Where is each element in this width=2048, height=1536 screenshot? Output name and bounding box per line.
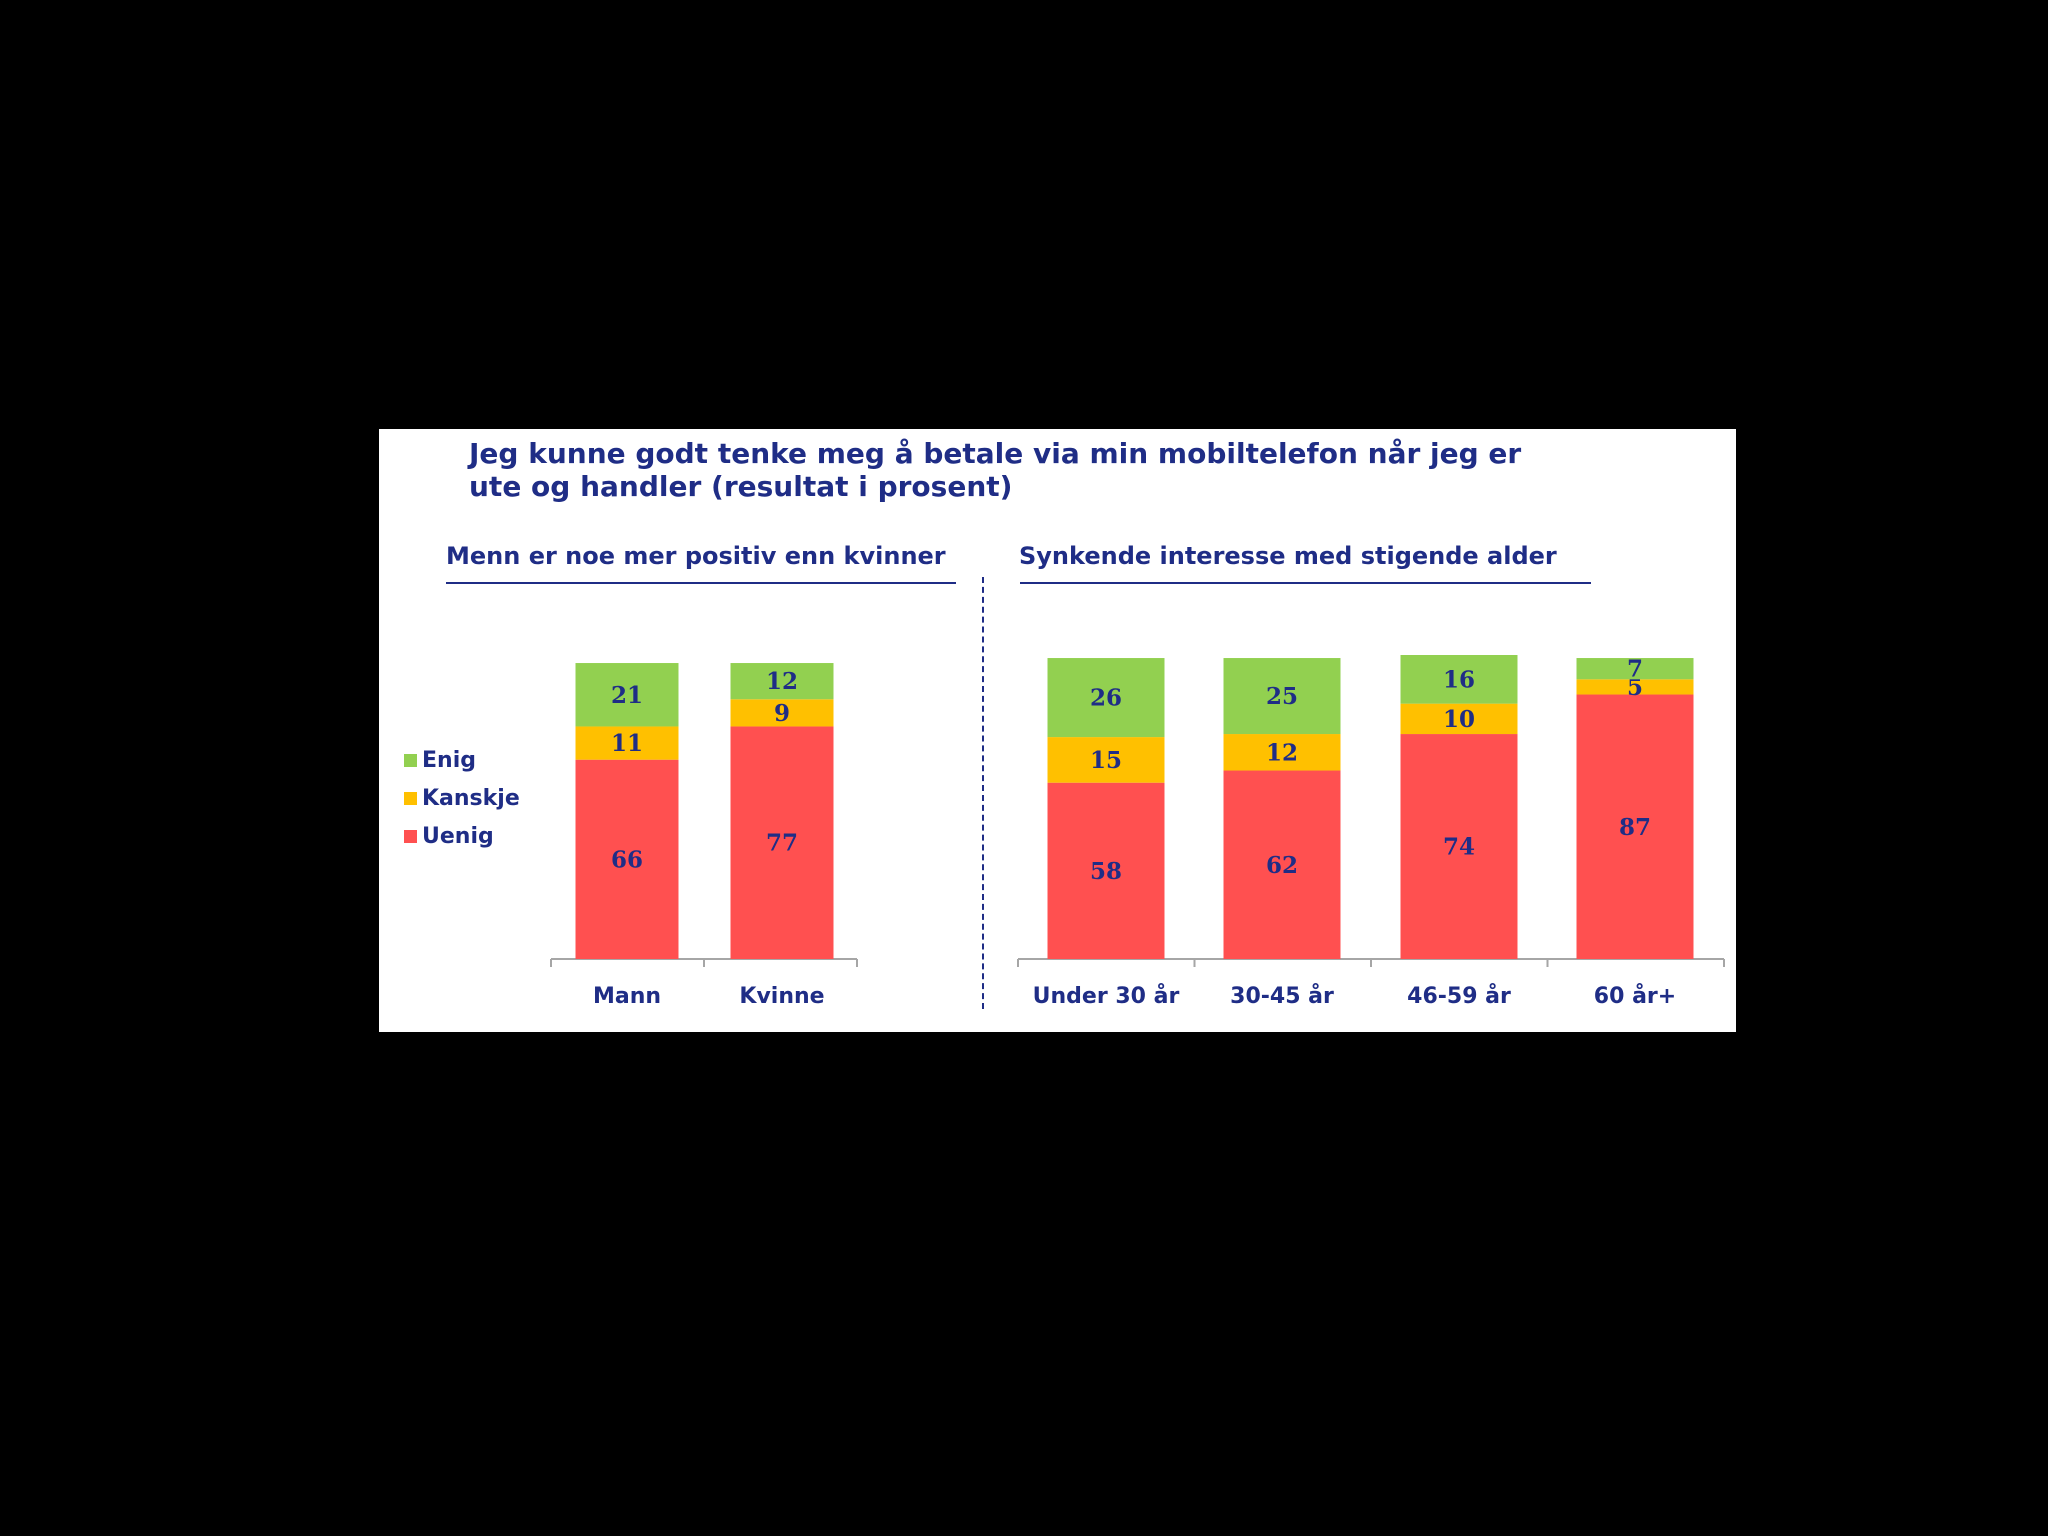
data-label-uenig-kvinne: 77 [766,830,798,857]
data-label-kanskje-30-45-r: 12 [1266,739,1298,766]
data-label-enig-kvinne: 12 [766,668,798,695]
data-label-uenig-mann: 66 [611,846,643,873]
bar-segment-kanskje-30-45-r [1223,734,1341,771]
legend-swatch-uenig [404,829,417,843]
bar-segment-enig-under-30-r [1047,658,1165,738]
bar-segment-uenig-60-r [1576,694,1694,959]
legend-swatch-kanskje [404,791,417,805]
legend-label-kanskje: Kanskje [422,785,520,811]
bar-segment-uenig-46-59-r [1400,734,1518,959]
data-label-enig-46-59-r: 16 [1443,666,1475,693]
data-label-enig-mann: 21 [611,682,643,709]
right-chart-title: Synkende interesse med stigende alder [1019,542,1557,570]
bar-segment-enig-mann [575,663,679,727]
legend: Enig Kanskje Uenig [404,741,520,855]
data-label-enig-under-30-r: 26 [1090,685,1122,712]
data-label-kanskje-under-30-r: 15 [1090,747,1122,774]
bar-segment-uenig-kvinne [730,726,834,959]
legend-label-enig: Enig [422,747,476,773]
category-label-60-r: 60 år+ [1594,983,1676,1009]
bar-segment-kanskje-kvinne [730,699,834,727]
bar-segment-kanskje-under-30-r [1047,737,1165,783]
data-label-uenig-46-59-r: 74 [1443,834,1475,861]
bar-segment-uenig-under-30-r [1047,782,1165,959]
bar-segment-enig-30-45-r [1223,658,1341,735]
legend-item-uenig: Uenig [404,817,520,855]
bar-segment-uenig-30-45-r [1223,770,1341,959]
bar-segment-kanskje-46-59-r [1400,703,1518,735]
bar-segment-enig-60-r [1576,658,1694,680]
data-label-uenig-60-r: 87 [1619,814,1651,841]
data-label-kanskje-kvinne: 9 [774,700,790,727]
dashed-divider [982,577,984,1009]
chart-title: Jeg kunne godt tenke meg å betale via mi… [469,437,1522,503]
category-label-30-45-r: 30-45 år [1230,983,1334,1009]
chart-panel: Jeg kunne godt tenke meg å betale via mi… [379,429,1736,1032]
data-label-enig-60-r: 7 [1627,656,1643,683]
legend-item-kanskje: Kanskje [404,779,520,817]
right-title-underline [1020,582,1591,584]
data-label-kanskje-60-r: 5 [1627,674,1643,701]
category-label-46-59-r: 46-59 år [1407,983,1511,1009]
bar-segment-kanskje-mann [575,726,679,760]
bar-charts: 66 11 21 Mann 77 9 12 Kvinne 58 15 26 Under 30 år 62… [550,655,1725,1009]
bar-segment-kanskje-60-r [1576,679,1694,695]
bar-segment-enig-46-59-r [1400,655,1518,704]
legend-swatch-enig [404,753,417,767]
data-label-kanskje-46-59-r: 10 [1443,706,1475,733]
legend-label-uenig: Uenig [422,823,494,849]
category-label-kvinne: Kvinne [739,984,824,1009]
data-label-uenig-under-30-r: 58 [1090,858,1122,885]
data-label-kanskje-mann: 11 [611,730,643,757]
data-label-enig-30-45-r: 25 [1266,683,1298,710]
legend-item-enig: Enig [404,741,520,779]
category-label-under-30-r: Under 30 år [1033,983,1180,1009]
category-label-mann: Mann [593,984,661,1009]
left-title-underline [446,582,956,584]
bar-segment-uenig-mann [575,759,679,959]
bar-segment-enig-kvinne [730,663,834,700]
data-label-uenig-30-45-r: 62 [1266,852,1298,879]
left-chart-title: Menn er noe mer positiv enn kvinner [446,542,946,570]
